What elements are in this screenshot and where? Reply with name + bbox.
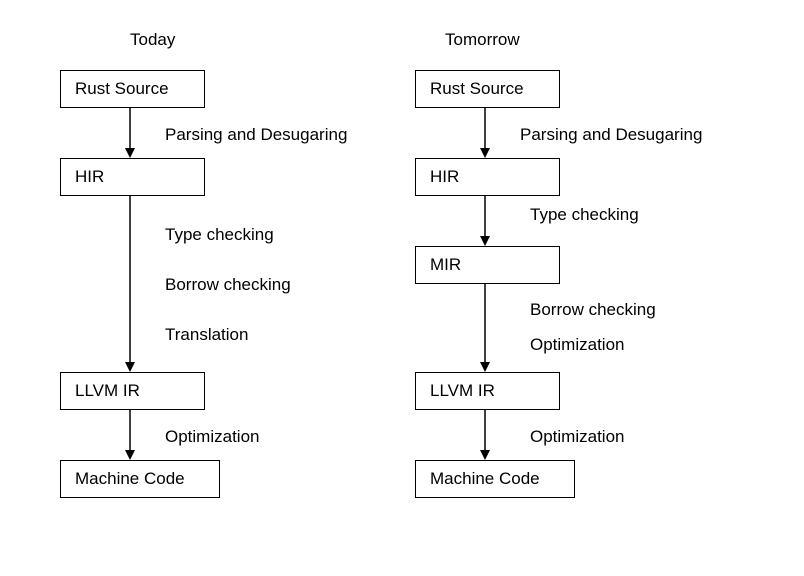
label-left-typecheck: Type checking — [165, 225, 274, 245]
node-left-hir: HIR — [60, 158, 205, 196]
node-label: HIR — [430, 167, 459, 187]
label-right-optimization2: Optimization — [530, 427, 624, 447]
node-label: Machine Code — [75, 469, 185, 489]
label-right-typecheck: Type checking — [530, 205, 639, 225]
label-left-translation: Translation — [165, 325, 248, 345]
arrow-left-1 — [120, 108, 140, 158]
node-right-llvm: LLVM IR — [415, 372, 560, 410]
node-label: HIR — [75, 167, 104, 187]
arrow-right-3 — [475, 284, 495, 372]
node-left-llvm: LLVM IR — [60, 372, 205, 410]
node-left-source: Rust Source — [60, 70, 205, 108]
node-label: Rust Source — [430, 79, 524, 99]
label-left-borrowcheck: Borrow checking — [165, 275, 291, 295]
node-label: LLVM IR — [75, 381, 140, 401]
node-label: Rust Source — [75, 79, 169, 99]
arrow-right-2 — [475, 196, 495, 246]
label-right-borrowcheck: Borrow checking — [530, 300, 656, 320]
label-right-parsing: Parsing and Desugaring — [520, 125, 702, 145]
label-left-optimization: Optimization — [165, 427, 259, 447]
arrow-right-4 — [475, 410, 495, 460]
node-left-machine: Machine Code — [60, 460, 220, 498]
arrow-left-2 — [120, 196, 140, 372]
heading-tomorrow: Tomorrow — [445, 30, 520, 50]
node-label: MIR — [430, 255, 461, 275]
node-right-machine: Machine Code — [415, 460, 575, 498]
node-label: LLVM IR — [430, 381, 495, 401]
arrow-right-1 — [475, 108, 495, 158]
label-right-optimization1: Optimization — [530, 335, 624, 355]
arrow-left-3 — [120, 410, 140, 460]
node-right-mir: MIR — [415, 246, 560, 284]
node-right-hir: HIR — [415, 158, 560, 196]
node-right-source: Rust Source — [415, 70, 560, 108]
label-left-parsing: Parsing and Desugaring — [165, 125, 347, 145]
node-label: Machine Code — [430, 469, 540, 489]
heading-today: Today — [130, 30, 175, 50]
